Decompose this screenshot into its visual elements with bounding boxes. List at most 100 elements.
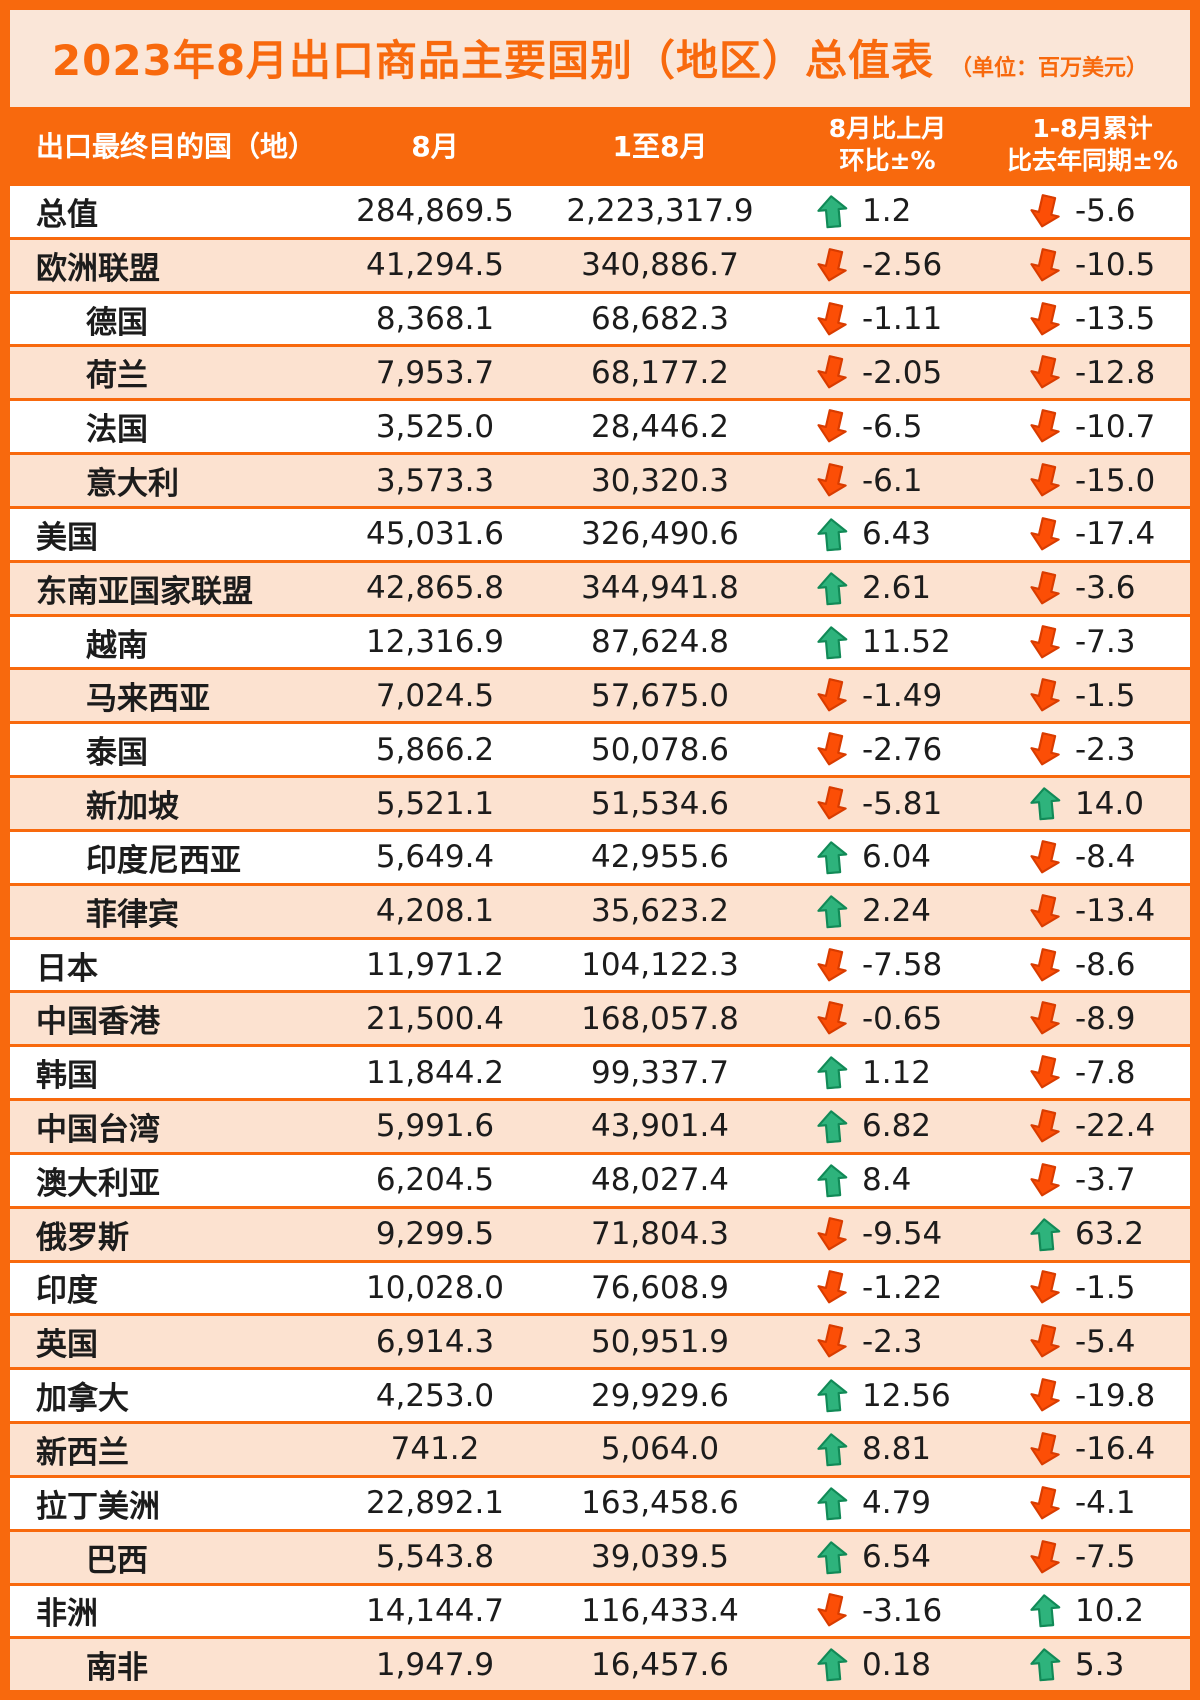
table-header-row: 出口最终目的国（地） 8月 1至8月 8月比上月 环比±% 1-8月累计 比去年… [10, 107, 1190, 183]
august-value-cell: 11,971.2 [365, 947, 505, 983]
up-arrow-icon [816, 1485, 849, 1521]
header-mom-column: 8月比上月 环比±% [780, 113, 995, 178]
mom-change-cell: -0.65 [780, 993, 995, 1044]
yoy-change-value: -1.5 [1075, 677, 1136, 714]
down-arrow-icon [816, 247, 849, 283]
yoy-change-cell: -8.6 [995, 940, 1190, 991]
yoy-change-value: -13.5 [1075, 301, 1156, 338]
mom-change-cell: 12.56 [780, 1370, 995, 1421]
up-arrow-icon [816, 1431, 849, 1467]
yoy-change-cell: -10.5 [995, 240, 1190, 291]
jan-aug-value-cell: 29,929.6 [590, 1377, 730, 1414]
mom-change-value: -5.81 [862, 785, 943, 822]
august-value-cell: 42,865.8 [365, 570, 505, 607]
header-august-column: 8月 [411, 130, 459, 163]
region-name-cell: 韩国 [36, 1058, 98, 1095]
jan-aug-value-cell: 2,223,317.9 [566, 193, 754, 230]
down-arrow-icon [1029, 301, 1062, 337]
august-value-cell: 21,500.4 [365, 1000, 505, 1037]
august-value-cell: 8,368.1 [375, 301, 495, 338]
region-name-cell: 美国 [36, 519, 98, 556]
table-row: 非洲 14,144.7 116,433.4 -3.16 10.2 [10, 1582, 1190, 1637]
mom-change-cell: -2.56 [780, 240, 995, 291]
yoy-change-value: -12.8 [1075, 354, 1156, 391]
august-value-cell: 41,294.5 [365, 247, 505, 284]
yoy-change-value: -7.8 [1075, 1054, 1136, 1091]
region-name-cell: 越南 [86, 627, 148, 664]
jan-aug-value-cell: 168,057.8 [581, 1000, 739, 1037]
jan-aug-value-cell: 30,320.3 [590, 462, 730, 499]
table-row: 泰国 5,866.2 50,078.6 -2.76 -2.3 [10, 721, 1190, 776]
table-row: 印度 10,028.0 76,608.9 -1.22 -1.5 [10, 1259, 1190, 1314]
region-name-cell: 欧洲联盟 [36, 250, 160, 287]
mom-change-cell: 8.4 [780, 1155, 995, 1206]
august-value-cell: 5,649.4 [375, 839, 495, 876]
mom-change-value: -9.54 [862, 1216, 943, 1253]
jan-aug-value-cell: 344,941.8 [581, 570, 739, 607]
down-arrow-icon [1029, 247, 1062, 283]
region-name-cell: 拉丁美洲 [36, 1488, 160, 1525]
jan-aug-value-cell: 68,682.3 [590, 301, 730, 338]
yoy-change-value: -3.6 [1075, 570, 1136, 607]
mom-change-cell: 1.12 [780, 1047, 995, 1098]
mom-change-cell: -5.81 [780, 778, 995, 829]
region-name-cell: 英国 [36, 1327, 98, 1364]
down-arrow-icon [1029, 1324, 1062, 1360]
down-arrow-icon [1029, 409, 1062, 445]
region-name-cell: 日本 [36, 950, 98, 987]
yoy-change-cell: -13.4 [995, 886, 1190, 937]
mom-change-value: 11.52 [862, 624, 951, 661]
region-name-cell: 中国台湾 [36, 1111, 160, 1148]
yoy-change-cell: 5.3 [995, 1639, 1190, 1690]
region-name-cell: 俄罗斯 [36, 1219, 129, 1256]
august-value-cell: 12,316.9 [365, 624, 505, 661]
mom-change-value: -6.1 [862, 462, 923, 499]
yoy-change-value: -7.5 [1075, 1539, 1136, 1576]
jan-aug-value-cell: 87,624.8 [590, 624, 730, 661]
mom-change-cell: 4.79 [780, 1478, 995, 1529]
region-name-cell: 泰国 [86, 735, 148, 772]
august-value-cell: 4,253.0 [375, 1377, 495, 1414]
table-row: 中国香港 21,500.4 168,057.8 -0.65 -8.9 [10, 990, 1190, 1045]
down-arrow-icon [816, 947, 849, 983]
jan-aug-value-cell: 50,078.6 [590, 731, 730, 768]
region-name-cell: 巴西 [86, 1542, 148, 1579]
yoy-change-cell: -5.4 [995, 1316, 1190, 1367]
mom-change-value: 2.24 [862, 893, 932, 930]
yoy-change-value: -22.4 [1075, 1108, 1156, 1145]
august-value-cell: 284,869.5 [356, 193, 514, 230]
table-row: 东南亚国家联盟 42,865.8 344,941.8 2.61 -3.6 [10, 559, 1190, 614]
table-row: 欧洲联盟 41,294.5 340,886.7 -2.56 -10.5 [10, 236, 1190, 291]
mom-change-cell: 6.82 [780, 1101, 995, 1152]
table-row: 新加坡 5,521.1 51,534.6 -5.81 14.0 [10, 775, 1190, 829]
mom-change-value: -0.65 [862, 1000, 943, 1037]
august-value-cell: 5,991.6 [375, 1108, 495, 1145]
mom-change-value: -3.16 [862, 1592, 943, 1629]
august-value-cell: 4,208.1 [375, 893, 495, 930]
yoy-change-cell: -8.9 [995, 993, 1190, 1044]
table-row: 美国 45,031.6 326,490.6 6.43 -17.4 [10, 505, 1190, 560]
table-row: 澳大利亚 6,204.5 48,027.4 8.4 -3.7 [10, 1151, 1190, 1206]
jan-aug-value-cell: 76,608.9 [590, 1269, 730, 1306]
table-row: 南非 1,947.9 16,457.6 0.18 5.3 [10, 1636, 1190, 1691]
down-arrow-icon [1029, 1485, 1062, 1521]
yoy-change-cell: -19.8 [995, 1370, 1190, 1421]
august-value-cell: 22,892.1 [365, 1485, 505, 1522]
mom-change-value: 6.04 [862, 839, 932, 876]
yoy-change-cell: -7.5 [995, 1532, 1190, 1583]
mom-change-value: -2.76 [862, 731, 943, 768]
down-arrow-icon [816, 732, 849, 768]
yoy-change-value: -1.5 [1075, 1269, 1136, 1306]
header-yoy-column: 1-8月累计 比去年同期±% [995, 113, 1190, 178]
up-arrow-icon [816, 624, 849, 660]
mom-change-value: -6.5 [862, 408, 923, 445]
header-jan-aug-column: 1至8月 [612, 130, 708, 163]
mom-change-cell: -1.11 [780, 294, 995, 345]
region-name-cell: 马来西亚 [86, 681, 210, 718]
yoy-change-cell: 14.0 [995, 778, 1190, 829]
up-arrow-icon [1029, 786, 1062, 822]
table-row: 德国 8,368.1 68,682.3 -1.11 -13.5 [10, 290, 1190, 345]
yoy-change-cell: 63.2 [995, 1209, 1190, 1260]
down-arrow-icon [816, 463, 849, 499]
yoy-change-value: -2.3 [1075, 731, 1136, 768]
